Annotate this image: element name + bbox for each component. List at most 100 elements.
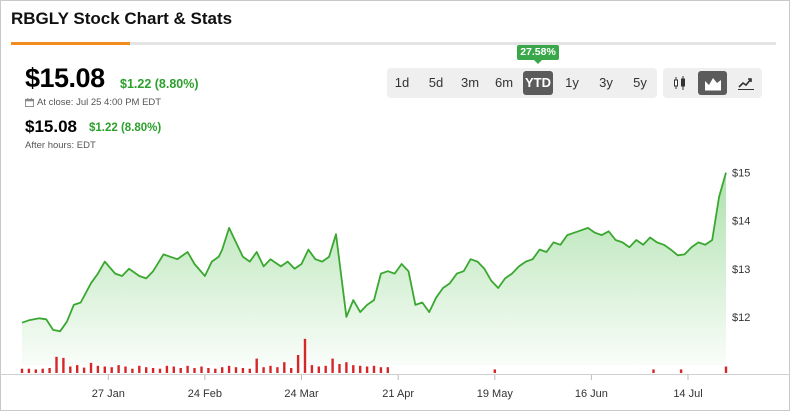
volume-bar — [317, 366, 320, 373]
volume-bar — [138, 365, 141, 373]
volume-bar — [679, 369, 683, 373]
range-1y-button[interactable]: 1y — [565, 75, 579, 90]
volume-bar — [345, 362, 348, 373]
volume-bar — [69, 366, 72, 373]
volume-bar — [296, 355, 300, 373]
y-tick-label: $15 — [732, 168, 750, 180]
volume-bar — [131, 368, 134, 373]
volume-bar — [48, 368, 51, 373]
line-chart-icon — [737, 78, 754, 90]
x-tick-label: 14 Jul — [673, 388, 702, 400]
volume-bar — [221, 367, 224, 373]
time-range-selector: 1d 5d 3m 6m YTD 1y 3y 5y — [387, 68, 657, 98]
volume-bar — [158, 368, 162, 373]
after-hours-label: After hours: EDT — [25, 140, 96, 151]
close-time-label: At close: Jul 25 4:00 PM EDT — [37, 97, 162, 108]
range-5d-button[interactable]: 5d — [428, 75, 444, 90]
volume-bar — [386, 367, 389, 373]
volume-bar — [283, 362, 286, 373]
price-area-fill — [22, 172, 726, 365]
volume-bar — [193, 368, 196, 373]
y-tick-label: $12 — [732, 312, 750, 324]
volume-bar — [76, 365, 79, 373]
range-1d-button[interactable]: 1d — [394, 75, 410, 90]
price-change: $1.22 (8.80%) — [120, 77, 199, 91]
calendar-icon — [25, 98, 34, 107]
volume-bar — [103, 366, 106, 373]
volume-bar — [41, 368, 44, 373]
ytd-change-badge: 27.58% — [517, 45, 559, 60]
volume-bar — [124, 366, 127, 373]
x-tick-label: 19 May — [477, 388, 514, 400]
volume-bar — [89, 362, 93, 373]
y-tick-label: $14 — [732, 216, 750, 228]
volume-bar — [241, 368, 245, 373]
range-5y-button[interactable]: 5y — [633, 75, 647, 90]
volume-bar — [352, 365, 355, 373]
volume-bar — [117, 365, 120, 373]
volume-bar — [55, 356, 58, 373]
range-3y-button[interactable]: 3y — [599, 75, 613, 90]
volume-bar — [262, 367, 265, 373]
range-ytd-button[interactable]: YTD — [523, 71, 553, 95]
tab-track — [11, 42, 776, 45]
y-tick-label: $13 — [732, 264, 750, 276]
price-series-line — [21, 172, 727, 333]
volume-bar — [172, 366, 175, 373]
volume-bar — [331, 358, 334, 373]
range-6m-button[interactable]: 6m — [494, 75, 514, 90]
mountain-chart-button[interactable] — [698, 71, 727, 95]
volume-bar — [365, 366, 369, 373]
tab-active-indicator[interactable] — [11, 42, 130, 45]
volume-bar — [96, 365, 100, 373]
x-tick-label: 16 Jun — [575, 388, 608, 400]
volume-bar — [179, 368, 182, 373]
page-title: RBGLY Stock Chart & Stats — [11, 9, 233, 28]
volume-bar — [359, 365, 362, 373]
volume-bar — [62, 357, 65, 373]
after-hours-change: $1.22 (8.80%) — [89, 122, 162, 134]
volume-bar — [324, 365, 327, 373]
x-tick-label: 27 Jan — [92, 388, 125, 400]
volume-bar — [145, 367, 148, 373]
volume-bar — [82, 367, 86, 373]
volume-bar — [200, 366, 203, 373]
volume-bar — [110, 367, 113, 373]
candlestick-chart-button[interactable] — [665, 71, 694, 95]
volume-bar — [724, 366, 728, 373]
current-price: $15.08 — [25, 63, 105, 93]
line-chart-button[interactable] — [731, 71, 760, 95]
volume-bar — [652, 369, 655, 373]
volume-bar — [372, 365, 376, 373]
volume-bar — [276, 367, 279, 373]
ytd-badge-pointer — [534, 60, 542, 64]
candlestick-icon — [673, 76, 685, 90]
volume-bar — [255, 358, 258, 373]
chart-type-selector — [663, 68, 762, 98]
volume-bar — [379, 367, 383, 373]
volume-bar — [303, 338, 307, 373]
volume-bar — [227, 365, 231, 373]
volume-bar — [151, 368, 155, 373]
volume-bar — [310, 365, 314, 373]
volume-bar — [20, 368, 24, 373]
volume-bar — [34, 369, 37, 373]
volume-bar — [493, 369, 496, 373]
price-chart[interactable]: $12 $13 $14 $15 27 Jan 24 Feb 24 Mar 21 Apr 19 … — [0, 155, 790, 411]
x-tick-label: 24 Mar — [284, 388, 319, 400]
x-tick-label: 21 Apr — [382, 388, 414, 400]
volume-bar — [269, 365, 272, 373]
volume-bar — [27, 368, 31, 373]
volume-bar — [207, 368, 210, 373]
mountain-chart-icon — [704, 78, 721, 91]
x-tick-label: 24 Feb — [188, 388, 222, 400]
volume-bar — [165, 365, 169, 373]
volume-bar — [214, 368, 217, 373]
volume-bar — [290, 368, 293, 373]
after-hours-price: $15.08 — [25, 117, 77, 136]
volume-bar — [338, 364, 341, 373]
volume-bar — [248, 368, 251, 373]
range-3m-button[interactable]: 3m — [460, 75, 480, 90]
volume-bar — [234, 367, 238, 373]
close-time-line: At close: Jul 25 4:00 PM EDT — [25, 97, 161, 108]
